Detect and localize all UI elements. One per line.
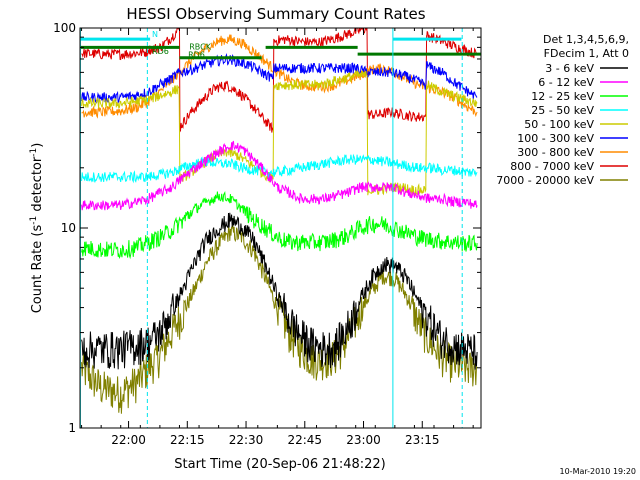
legend-item: 50 - 100 keV (524, 118, 628, 131)
legend-label: 800 - 7000 keV (510, 160, 594, 173)
x-axis-label: Start Time (20-Sep-06 21:48:22) (174, 457, 385, 472)
y-axis-label-main: Count Rate (s (30, 225, 45, 314)
series-3-6-kev-line (81, 212, 478, 370)
legend-label: 25 - 50 keV (531, 104, 594, 117)
annotation-rd6: RD6 (188, 51, 205, 60)
annotation-rd6: RD6 (152, 47, 169, 56)
annotation-rbck: RBCK (189, 43, 211, 52)
series-100-300-kev-line (81, 52, 478, 104)
series-300-800-kev-line (81, 34, 478, 119)
legend-item: 12 - 25 keV (531, 90, 628, 103)
y-tick-label: 100 (53, 21, 76, 35)
legend-item: 300 - 800 keV (517, 146, 628, 159)
legend-item: 3 - 6 keV (545, 62, 628, 75)
legend-label: 7000 - 20000 keV (496, 174, 594, 187)
series-800-7000-kev-line (81, 28, 478, 133)
legend-item: 800 - 7000 keV (510, 160, 628, 173)
y-axis-label-exponent-2: -1 (29, 148, 39, 157)
legend-header-line-1: Det 1,3,4,5,6,9, (543, 33, 629, 46)
chart-title: HESSI Observing Summary Count Rates (126, 5, 425, 23)
legend-item: 100 - 300 keV (517, 132, 628, 145)
y-axis-label-detector: detector (30, 156, 45, 216)
axes: 22:00 22:15 22:30 22:45 23:00 23:15 1 10 100 (53, 21, 481, 447)
legend-label: 6 - 12 keV (538, 76, 594, 89)
legend-item: 25 - 50 keV (531, 104, 628, 117)
legend-label: 300 - 800 keV (517, 146, 594, 159)
y-tick-label: 1 (68, 421, 76, 435)
x-tick-label: 22:15 (170, 433, 205, 447)
x-tick-label: 23:15 (405, 433, 440, 447)
series-25-50-kev-line (81, 153, 478, 184)
legend: Det 1,3,4,5,6,9, FDecim 1, Att 0 3 - 6 k… (496, 33, 629, 187)
legend-label: 3 - 6 keV (545, 62, 594, 75)
series-7000-20000-kev-line (81, 225, 478, 414)
series-12-25-kev-line (81, 191, 478, 260)
x-tick-label: 22:00 (111, 433, 146, 447)
x-tick-label: 22:45 (287, 433, 322, 447)
y-axis-label: Count Rate (s-1 detector-1) (29, 143, 45, 314)
y-axis-label-close: ) (30, 143, 45, 148)
y-axis-label-exponent: -1 (29, 216, 39, 225)
series-6-12-kev-line (81, 140, 478, 211)
x-tick-label: 23:00 (346, 433, 381, 447)
generated-timestamp: 10-Mar-2010 19:20 (560, 467, 637, 476)
x-tick-label: 22:30 (229, 433, 264, 447)
annotation-n: N (152, 30, 158, 39)
legend-item: 7000 - 20000 keV (496, 174, 628, 187)
legend-item: 6 - 12 keV (538, 76, 628, 89)
legend-header-line-2: FDecim 1, Att 0 (544, 47, 629, 60)
legend-label: 50 - 100 keV (524, 118, 594, 131)
legend-label: 12 - 25 keV (531, 90, 594, 103)
legend-label: 100 - 300 keV (517, 132, 594, 145)
y-tick-label: 10 (61, 221, 76, 235)
